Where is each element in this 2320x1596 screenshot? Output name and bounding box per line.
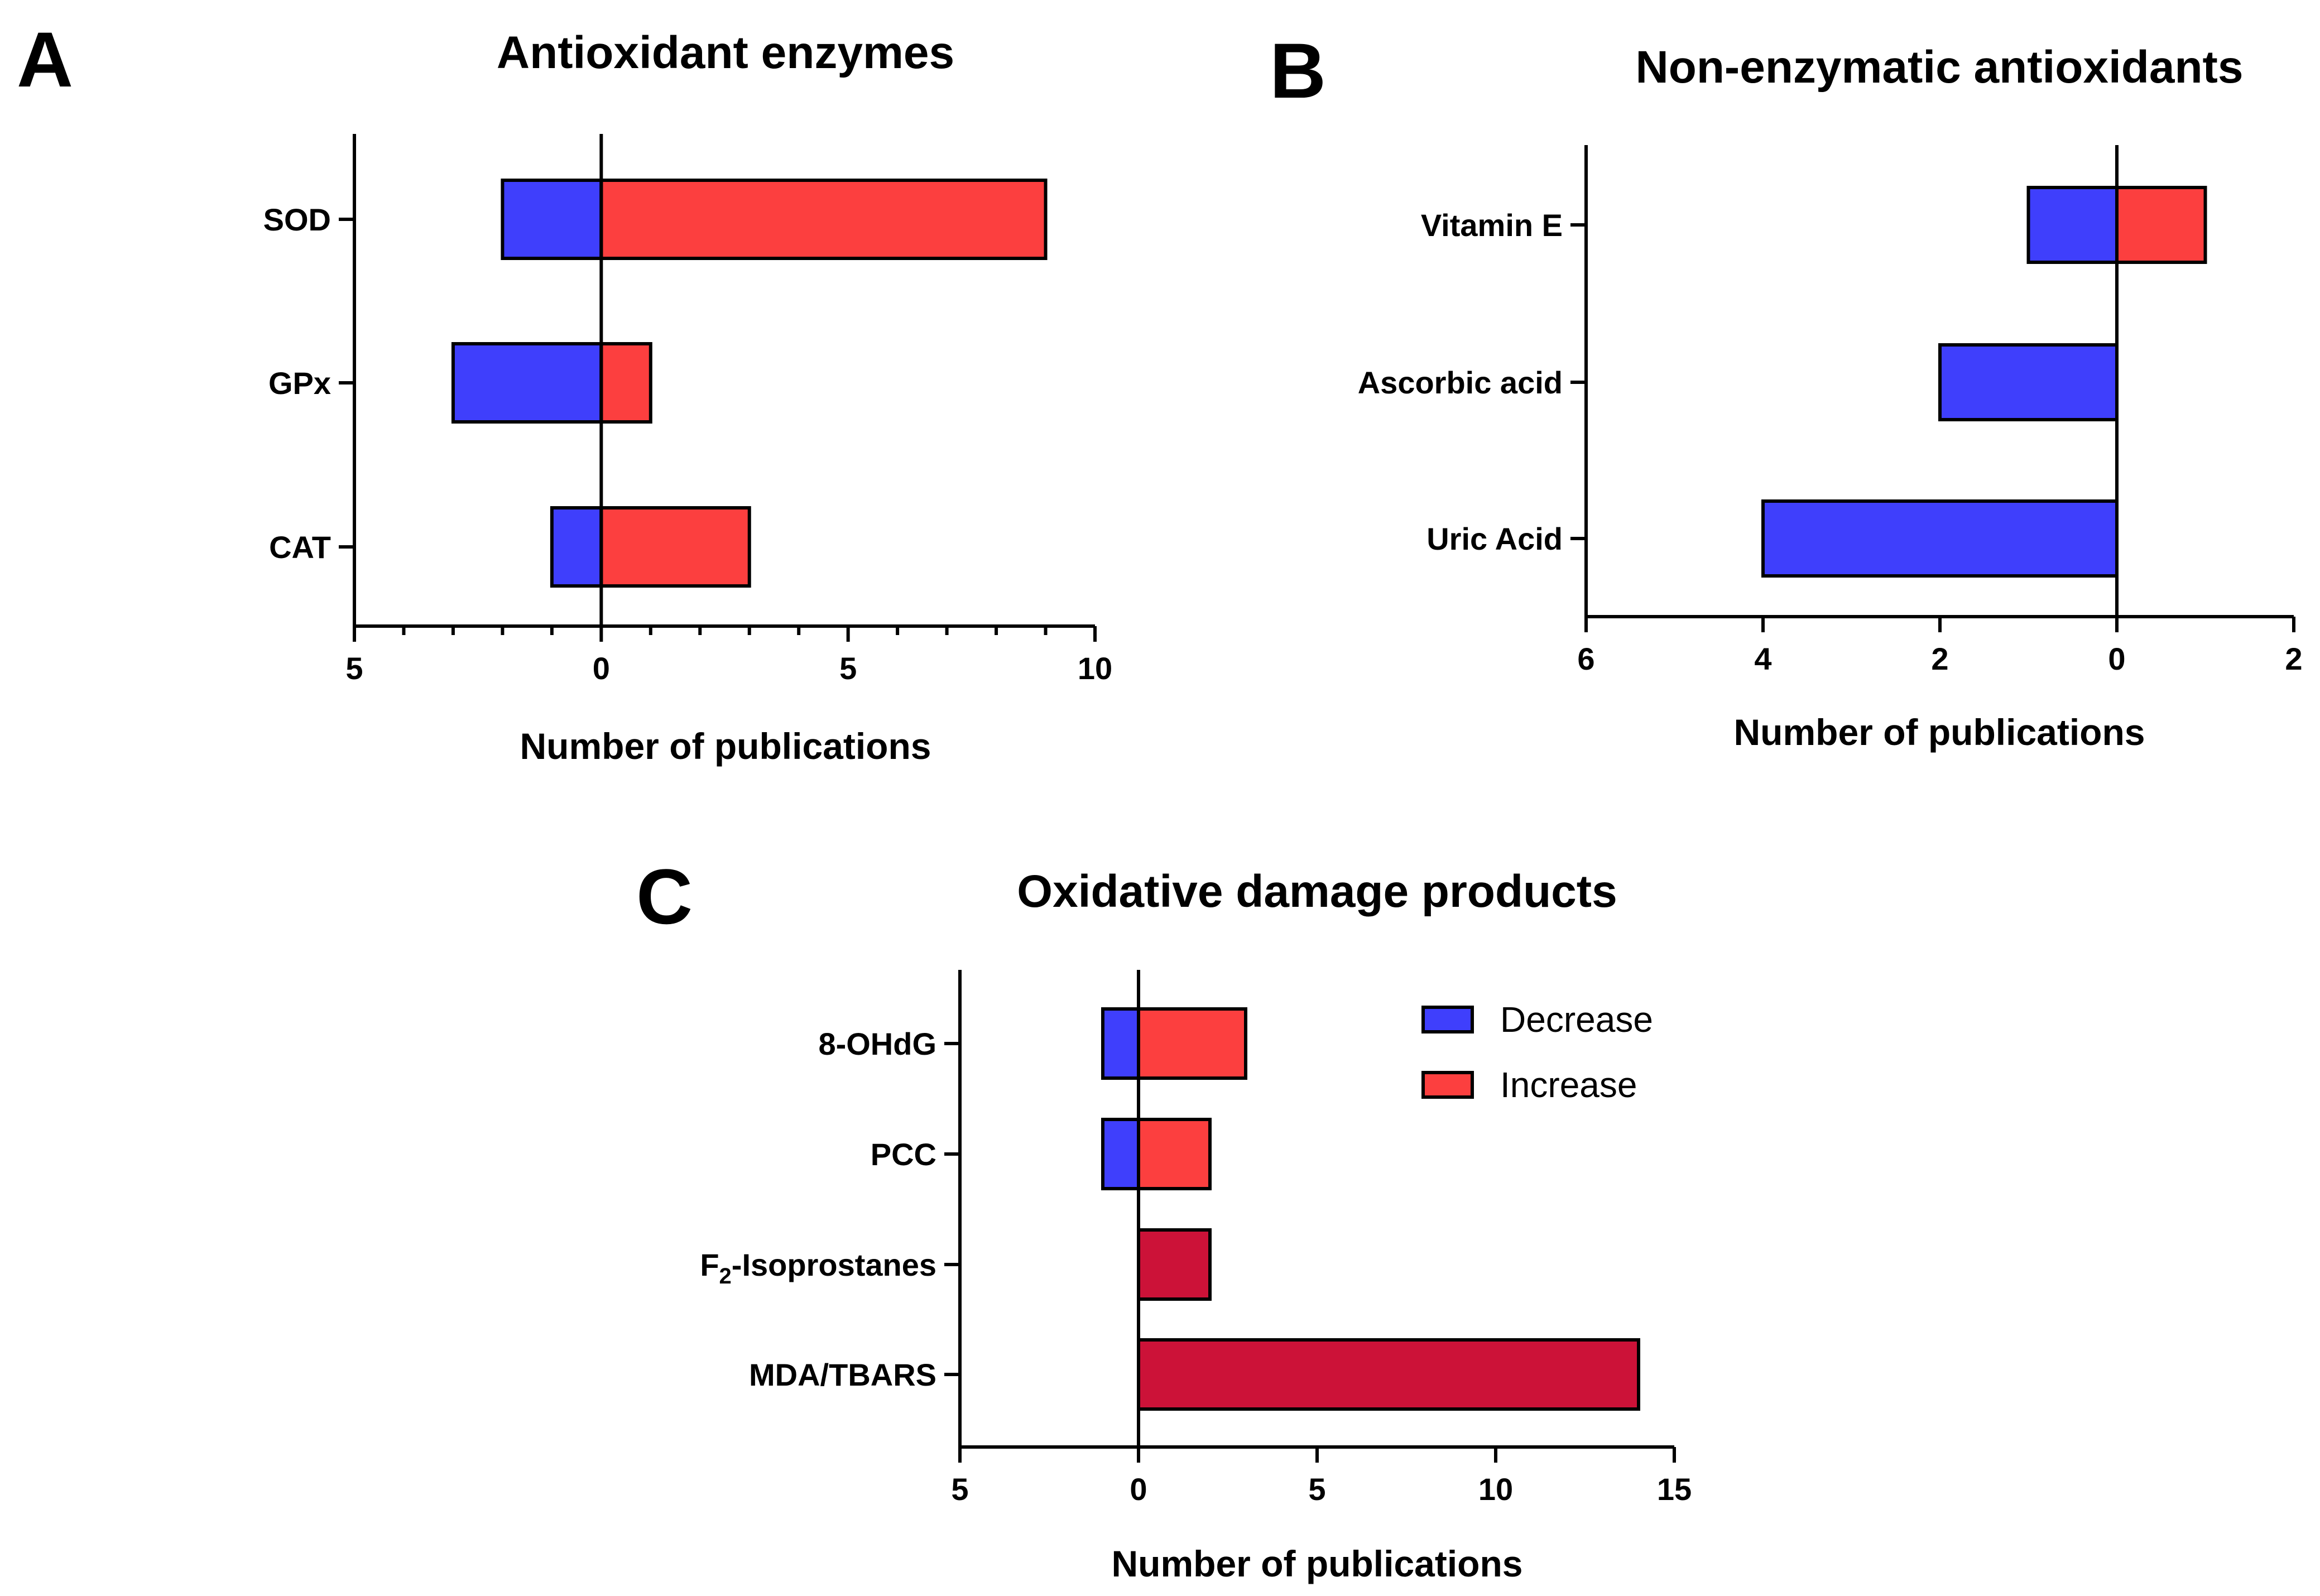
panel-b-bar-decrease-ascorbic-acid (1938, 343, 2119, 421)
panel-a-category-label-sod: SOD (263, 202, 331, 237)
panel-c-category-label-mda-tbars: MDA/TBARS (749, 1357, 936, 1392)
panel-c-bar-decrease-8-ohdg (1101, 1007, 1140, 1080)
panel-b-x-tick-label: 2 (2285, 641, 2302, 676)
panel-a-x-tick-label: 10 (1078, 651, 1112, 686)
panel-c-bar-increase-mda-tbars (1137, 1338, 1640, 1411)
panel-a-bar-increase-gpx (599, 342, 652, 424)
panel-a-category-label-gpx: GPx (268, 366, 331, 401)
panel-a-category-label-cat: CAT (269, 530, 331, 565)
panel-c-bar-increase-pcc (1137, 1118, 1212, 1190)
panel-a-x-tick-label: 5 (345, 651, 363, 686)
panel-c-x-tick-label: 0 (1130, 1472, 1147, 1507)
panel-b-x-tick-label: 6 (1577, 641, 1594, 676)
panel-c-category-label-pcc: PCC (871, 1137, 936, 1172)
panel-c-title: Oxidative damage products (1017, 866, 1617, 917)
panel-b-category-label-uric-acid: Uric Acid (1426, 521, 1563, 556)
panel-b-x-tick-label: 4 (1754, 641, 1771, 676)
panel-c-bar-decrease-pcc (1101, 1118, 1140, 1190)
panel-a-bar-increase-sod (599, 179, 1048, 260)
panel-a-x-axis-label: Number of publications (520, 725, 931, 767)
legend-increase-swatch (1421, 1071, 1474, 1099)
panel-a: A Antioxidant enzymes Number of publicat… (17, 16, 1112, 767)
panel-c-x-tick-label: 5 (1308, 1472, 1325, 1507)
panel-b-bar-decrease-uric-acid (1761, 499, 2119, 578)
panel-c-x-tick-label: 10 (1478, 1472, 1513, 1507)
panel-a-letter: A (17, 16, 73, 103)
legend-decrease-label: Decrease (1500, 999, 1653, 1040)
panel-c-category-label-f2-isoprostanes: F2-Isoprostanes (700, 1247, 936, 1289)
panel-a-bar-decrease-gpx (451, 342, 603, 424)
panel-a-x-tick-label: 0 (593, 651, 610, 686)
panel-c: C Oxidative damage products Number of pu… (636, 853, 1692, 1584)
panel-b-x-tick-label: 2 (1931, 641, 1948, 676)
legend-increase-label: Increase (1500, 1065, 1637, 1105)
panel-a-title: Antioxidant enzymes (497, 27, 954, 78)
panel-b-category-label-vitamin-e: Vitamin E (1421, 208, 1563, 243)
panel-b-x-tick-label: 0 (2108, 641, 2125, 676)
panel-b-bar-increase-vitamin-e (2115, 186, 2207, 264)
legend: Decrease Increase (1421, 999, 1653, 1105)
panel-c-category-label-8-ohdg: 8-OHdG (818, 1026, 936, 1061)
panel-b-category-label-ascorbic-acid: Ascorbic acid (1358, 365, 1563, 400)
panel-a-x-tick-label: 5 (839, 651, 857, 686)
panel-a-bar-increase-cat (599, 506, 751, 588)
panel-b-title: Non-enzymatic antioxidants (1636, 42, 2244, 93)
legend-decrease-swatch (1421, 1006, 1474, 1033)
panel-c-bar-increase-8-ohdg (1137, 1007, 1247, 1080)
panel-b-x-axis-label: Number of publications (1733, 712, 2145, 753)
panel-c-letter: C (636, 853, 693, 940)
panel-c-x-tick-label: 5 (951, 1472, 968, 1507)
panel-a-bar-decrease-sod (501, 179, 603, 260)
panel-b-bar-decrease-vitamin-e (2026, 186, 2119, 264)
panel-c-x-tick-label: 15 (1657, 1472, 1692, 1507)
panel-c-x-axis-label: Number of publications (1111, 1543, 1522, 1584)
panel-b-letter: B (1270, 27, 1326, 114)
panel-b: B Non-enzymatic antioxidants Number of p… (1270, 27, 2303, 753)
panel-c-bar-increase-f2-isoprostanes (1137, 1228, 1212, 1301)
panel-a-bar-decrease-cat (550, 506, 603, 588)
